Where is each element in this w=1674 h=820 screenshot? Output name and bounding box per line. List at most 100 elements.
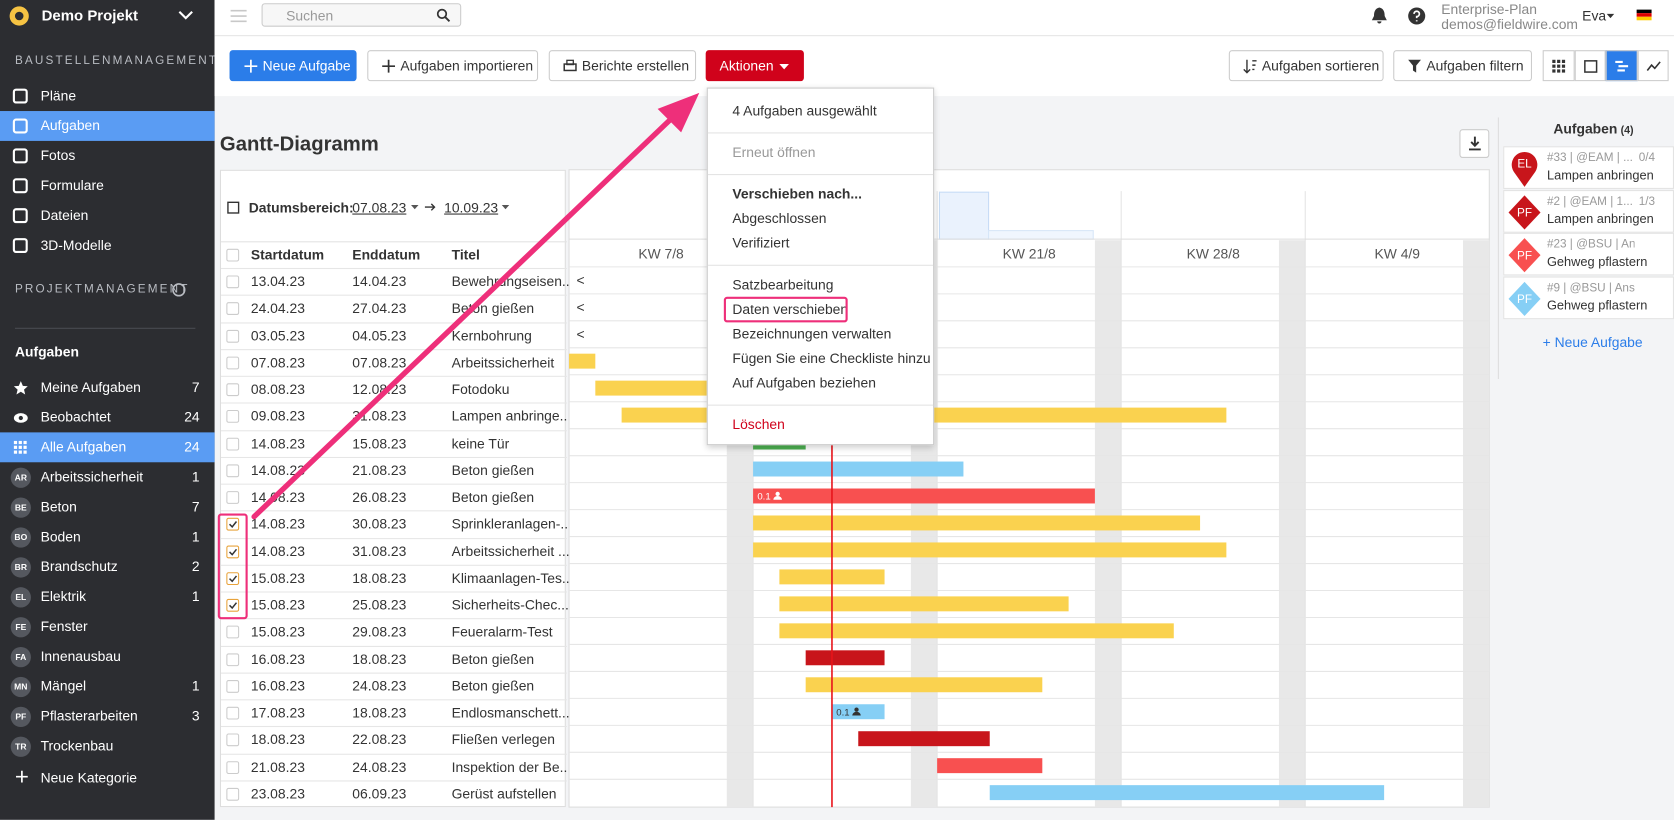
checkbox[interactable] (226, 491, 240, 504)
nav-item[interactable]: Aufgaben (0, 111, 215, 141)
nav-icon (12, 208, 28, 224)
nav-item[interactable]: Dateien (0, 201, 215, 231)
task-card[interactable]: PF #23 | @BSU | Ansicht_... Gehweg pflaste… (1503, 232, 1674, 276)
checkbox[interactable] (226, 545, 240, 558)
sidebar-row[interactable]: Alle Aufgaben 24 (0, 432, 215, 463)
row-border (220, 241, 567, 243)
sidebar-row[interactable]: AR Arbeitssicherheit 1 (0, 462, 215, 492)
checkbox[interactable] (226, 679, 240, 693)
range-end[interactable]: 10.09.23 (444, 199, 499, 216)
checkbox[interactable] (226, 464, 240, 478)
checkbox[interactable] (226, 410, 240, 424)
menu-item[interactable]: Verifiziert (732, 234, 790, 251)
cell-start: 07.08.23 (250, 354, 305, 371)
task-bar (753, 488, 1095, 504)
sidebar-row[interactable]: FA Innenausbau (0, 642, 215, 672)
new-category[interactable]: Neue Kategorie (40, 769, 138, 786)
pupil (18, 415, 23, 421)
menu-item[interactable]: Abgeschlossen (732, 210, 827, 227)
menu-item[interactable]: Verschieben nach... (732, 185, 862, 202)
sidebar-row[interactable]: Meine Aufgaben 7 (0, 373, 215, 403)
view-toggle[interactable] (1574, 50, 1606, 82)
nav-item[interactable]: Fotos (0, 141, 215, 171)
nav-icon (12, 178, 28, 194)
sort (1243, 59, 1257, 74)
checkbox[interactable] (226, 437, 240, 451)
menu-item[interactable]: 4 Aufgaben ausgewählt (732, 102, 877, 119)
arrow (424, 203, 436, 211)
cell-start: 15.08.23 (250, 596, 305, 613)
search-placeholder: Suchen (286, 7, 334, 24)
row-border (220, 537, 567, 539)
view-toggle[interactable] (1542, 50, 1575, 82)
sidebar-row[interactable]: PF Pflasterarbeiten 3 (0, 701, 215, 731)
menu-item[interactable]: Daten verschieben (732, 301, 849, 318)
task-card[interactable]: PF #2 | @EAM | 1... 1/3 Lampen anbringen (1503, 189, 1674, 233)
toolbar-button[interactable]: Neue Aufgabe (229, 50, 357, 82)
checkbox[interactable] (226, 733, 240, 747)
toolbar-button[interactable]: Berichte erstellen (548, 50, 697, 82)
menu-item[interactable]: Fügen Sie eine Checkliste hinzu (732, 350, 931, 367)
plus (16, 770, 28, 783)
checkbox[interactable] (226, 275, 240, 289)
checkbox[interactable] (226, 383, 240, 397)
checkbox[interactable] (226, 760, 240, 774)
grid-dot (13, 450, 18, 454)
nav-item[interactable]: 3D-Modelle (0, 231, 215, 261)
user-menu[interactable]: Eva (1582, 7, 1607, 24)
checkbox[interactable] (226, 652, 240, 666)
panel-new-task[interactable]: + Neue Aufgabe (1542, 334, 1643, 351)
toolbar-button[interactable]: Aufgaben filtern (1393, 50, 1533, 82)
nav-label: Fotos (40, 147, 76, 164)
checkbox[interactable] (226, 329, 240, 343)
sidebar-row[interactable]: BR Brandschutz 2 (0, 552, 215, 582)
checkbox[interactable] (226, 706, 240, 720)
cell-end: 14.04.23 (352, 273, 407, 290)
checkbox[interactable] (226, 626, 240, 639)
menu-item[interactable]: Satzbearbeitung (732, 276, 834, 293)
sidebar-row[interactable]: EL Elektrik 1 (0, 582, 215, 612)
checkbox[interactable] (226, 302, 240, 316)
caret-shape (411, 204, 419, 210)
cell-end: 06.09.23 (352, 785, 407, 802)
grid-dot (18, 440, 22, 445)
sidebar-row[interactable]: FE Fenster (0, 612, 215, 642)
dot (1552, 69, 1556, 73)
row-count: 24 (184, 438, 200, 455)
download-button[interactable] (1459, 129, 1490, 159)
checkbox[interactable] (226, 518, 240, 531)
cell-title: Gerüst aufstellen (451, 785, 557, 802)
nav-item[interactable]: Pläne (0, 81, 215, 111)
checkbox[interactable] (226, 787, 240, 801)
cell-end: 30.08.23 (352, 516, 407, 533)
toolbar-button[interactable]: Aktionen (705, 50, 804, 82)
checkbox[interactable] (226, 599, 240, 612)
view-icon (1615, 60, 1629, 72)
menu-item[interactable]: Bezeichnungen verwalten (732, 325, 892, 342)
view-toggle[interactable] (1605, 50, 1638, 82)
toolbar-button[interactable]: Aufgaben importieren (367, 50, 539, 82)
cell-title: Beton gießen (451, 650, 535, 667)
checkbox[interactable] (226, 248, 240, 262)
sidebar-row[interactable]: MN Mängel 1 (0, 672, 215, 702)
task-bar (779, 623, 1174, 639)
nav-item[interactable]: Formulare (0, 171, 215, 201)
sidebar-row[interactable]: BE Beton 7 (0, 492, 215, 522)
search-box[interactable]: Suchen (261, 3, 462, 27)
range-label: Datumsbereich: (248, 199, 354, 216)
view-toggle[interactable] (1637, 50, 1669, 82)
sidebar-row[interactable]: Beobachtet 24 (0, 402, 215, 432)
cell-end: 29.08.23 (352, 623, 407, 640)
bar-label: 0.1 (836, 707, 849, 718)
menu-item[interactable]: Auf Aufgaben beziehen (732, 374, 876, 391)
checkbox[interactable] (226, 356, 240, 370)
sidebar-row[interactable]: TR Trockenbau (0, 731, 215, 761)
menu-item[interactable]: Löschen (732, 416, 785, 433)
task-card[interactable]: PF #9 | @BSU | Ansicht_NO Gehweg pflastern (1503, 275, 1674, 319)
toolbar-button[interactable]: Aufgaben sortieren (1228, 50, 1384, 82)
task-card[interactable]: EL #33 | @EAM | ... 0/4 Lampen anbringen (1503, 146, 1674, 189)
checkbox[interactable] (226, 572, 240, 585)
cell-title: Fotodoku (451, 381, 510, 398)
sidebar-row[interactable]: BO Boden 1 (0, 522, 215, 552)
range-start[interactable]: 07.08.23 (352, 199, 407, 216)
